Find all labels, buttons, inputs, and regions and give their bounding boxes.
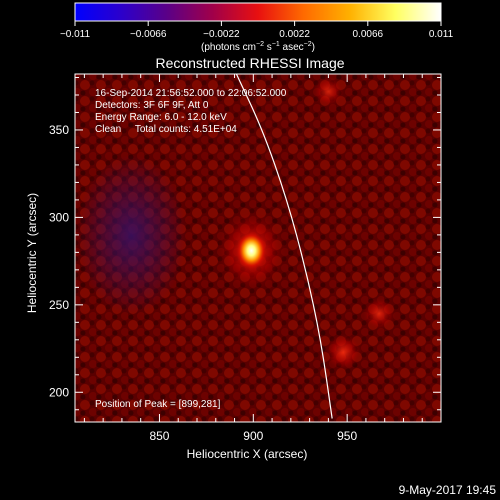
secondary-source <box>362 297 396 330</box>
info-line-time: 16-Sep-2014 21:56:52.000 to 22:06:52.000 <box>95 88 287 99</box>
emission-sources <box>76 76 396 371</box>
info-line-energy: Energy Range: 6.0 - 12.0 keV <box>95 112 227 123</box>
info-line-counts: Clean Total counts: 4.51E+04 <box>95 124 237 135</box>
y-tick-label: 200 <box>49 385 69 399</box>
peak-position-label: Position of Peak = [899,281] <box>95 399 221 410</box>
x-tick-label: 900 <box>243 429 263 443</box>
plot-frame <box>74 73 442 423</box>
secondary-source <box>312 76 344 107</box>
y-tick-label: 300 <box>49 210 69 224</box>
x-tick-label: 850 <box>149 429 169 443</box>
colorbar-ticks: −0.011 −0.0066 −0.0022 0.0022 0.0066 0.011 <box>60 21 454 40</box>
colorbar-tick-label: 0.011 <box>429 29 454 40</box>
peak-source <box>235 230 268 271</box>
colorbar-strip <box>74 2 442 22</box>
colorbar-tick-label: −0.011 <box>60 29 91 40</box>
secondary-source <box>325 333 362 371</box>
solar-limb-curve <box>235 74 333 419</box>
x-tick-label: 950 <box>337 429 357 443</box>
chart-title: Reconstructed RHESSI Image <box>155 55 344 71</box>
y-axis-label: Heliocentric Y (arcsec) <box>25 193 39 313</box>
heatmap-image <box>75 74 441 422</box>
footer-timestamp: 9-May-2017 19:45 <box>399 483 497 497</box>
colorbar-unit-label: (photons cm−2 s−1 asec−2) <box>201 41 315 53</box>
colorbar-tick-label: −0.0066 <box>130 29 167 40</box>
y-tick-label: 350 <box>49 123 69 137</box>
colorbar-tick-label: −0.0022 <box>203 29 240 40</box>
info-line-detectors: Detectors: 3F 6F 9F, Att 0 <box>95 100 209 111</box>
negative-region <box>76 154 187 315</box>
x-axis-label: Heliocentric X (arcsec) <box>187 447 308 461</box>
y-tick-label: 250 <box>49 298 69 312</box>
colorbar: −0.011 −0.0066 −0.0022 0.0022 0.0066 0.011 (p… <box>60 2 454 53</box>
observation-info: 16-Sep-2014 21:56:52.000 to 22:06:52.000… <box>95 88 287 135</box>
colorbar-tick-label: 0.0066 <box>353 29 384 40</box>
colorbar-tick-label: 0.0022 <box>279 29 310 40</box>
x-axis-ticks: 850 900 950 <box>83 74 442 443</box>
y-axis-ticks: 200 250 300 350 <box>49 76 441 411</box>
